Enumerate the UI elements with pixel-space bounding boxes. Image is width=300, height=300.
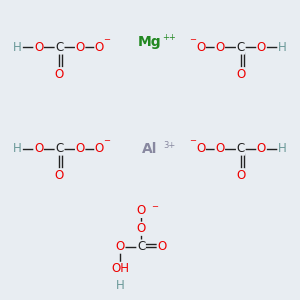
- Text: O: O: [236, 169, 245, 182]
- Text: −: −: [103, 136, 110, 146]
- Text: −: −: [190, 136, 196, 146]
- Text: O: O: [76, 41, 85, 54]
- Text: H: H: [278, 142, 286, 155]
- Text: O: O: [196, 41, 205, 54]
- Text: O: O: [34, 142, 43, 155]
- Text: OH: OH: [111, 262, 129, 275]
- Text: O: O: [236, 68, 245, 81]
- Text: C: C: [236, 41, 245, 54]
- Text: O: O: [157, 240, 167, 253]
- Text: C: C: [55, 142, 64, 155]
- Text: H: H: [14, 41, 22, 54]
- Text: C: C: [236, 142, 245, 155]
- Text: O: O: [95, 41, 104, 54]
- Text: C: C: [137, 240, 145, 253]
- Text: H: H: [116, 279, 125, 292]
- Text: O: O: [215, 41, 224, 54]
- Text: −: −: [103, 35, 110, 44]
- Text: O: O: [55, 169, 64, 182]
- Text: O: O: [257, 41, 266, 54]
- Text: C: C: [55, 41, 64, 54]
- Text: O: O: [76, 142, 85, 155]
- Text: O: O: [257, 142, 266, 155]
- Text: O: O: [55, 68, 64, 81]
- Text: −: −: [151, 202, 158, 211]
- Text: ++: ++: [162, 33, 176, 42]
- Text: Mg: Mg: [138, 34, 162, 49]
- Text: O: O: [136, 204, 146, 218]
- Text: −: −: [190, 35, 196, 44]
- Text: H: H: [14, 142, 22, 155]
- Text: Al: Al: [142, 142, 158, 155]
- Text: O: O: [196, 142, 205, 155]
- Text: H: H: [278, 41, 286, 54]
- Text: O: O: [95, 142, 104, 155]
- Text: O: O: [116, 240, 125, 253]
- Text: 3+: 3+: [163, 141, 176, 150]
- Text: O: O: [34, 41, 43, 54]
- Text: O: O: [215, 142, 224, 155]
- Text: O: O: [136, 222, 146, 235]
